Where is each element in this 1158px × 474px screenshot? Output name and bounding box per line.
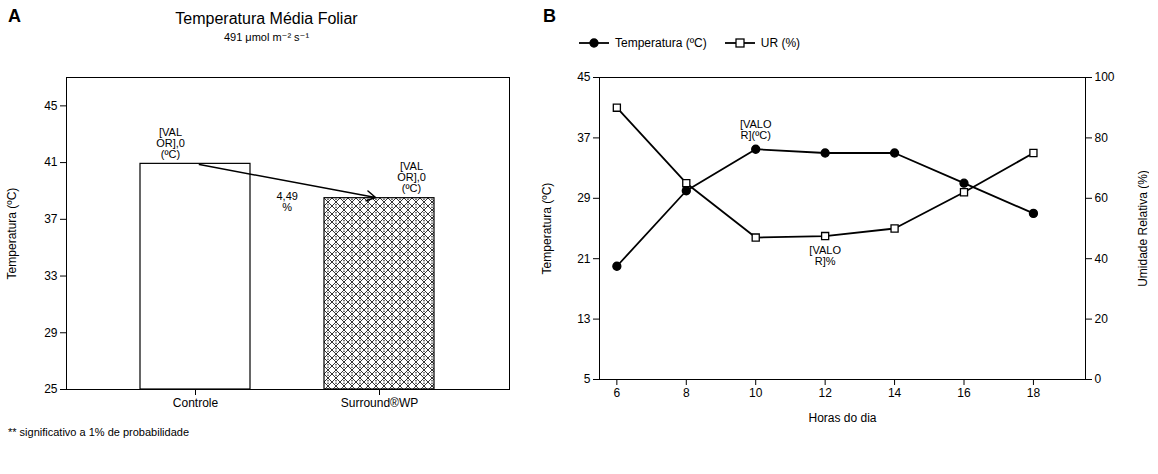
svg-text:33: 33 — [44, 269, 58, 283]
svg-text:45: 45 — [577, 70, 591, 84]
svg-text:Surround®WP: Surround®WP — [341, 396, 419, 410]
svg-text:41: 41 — [44, 155, 58, 169]
svg-text:20: 20 — [1095, 312, 1109, 326]
svg-text:100: 100 — [1095, 70, 1115, 84]
svg-text:29: 29 — [577, 191, 591, 205]
svg-text:[VALOR],0(ºC): [VALOR],0(ºC) — [156, 126, 185, 160]
svg-text:[VALOR]%: [VALOR]% — [809, 244, 841, 267]
svg-text:21: 21 — [577, 252, 591, 266]
svg-text:40: 40 — [1095, 252, 1109, 266]
svg-text:Horas do dia: Horas do dia — [808, 411, 876, 425]
svg-text:Umidade Relativa (%): Umidade Relativa (%) — [1136, 170, 1150, 287]
svg-text:0: 0 — [1095, 372, 1102, 386]
html-text:Temperatura Média Foliar: Temperatura Média Foliar — [175, 10, 358, 27]
svg-text:18: 18 — [1027, 386, 1041, 400]
svg-text:Controle: Controle — [173, 396, 219, 410]
svg-text:29: 29 — [44, 326, 58, 340]
svg-text:13: 13 — [577, 312, 591, 326]
svg-text:37: 37 — [44, 212, 58, 226]
svg-text:[VALOR](ºC): [VALOR](ºC) — [740, 118, 772, 141]
html-text:** significativo a 1% de proba: ** significativo a 1% de probabilidade — [8, 426, 189, 438]
svg-text:14: 14 — [888, 386, 902, 400]
svg-text:80: 80 — [1095, 131, 1109, 145]
svg-text:4,49%: 4,49% — [276, 190, 297, 213]
svg-text:6: 6 — [614, 386, 621, 400]
svg-text:5: 5 — [584, 372, 591, 386]
svg-text:[VALOR],0(ºC): [VALOR],0(ºC) — [397, 160, 426, 194]
html-text:491 μmol m⁻² s⁻¹: 491 μmol m⁻² s⁻¹ — [223, 31, 310, 43]
svg-text:37: 37 — [577, 131, 591, 145]
html-text:B: B — [543, 6, 556, 26]
svg-text:Temperatura (ºC): Temperatura (ºC) — [540, 183, 554, 275]
svg-text:Temperatura (ºC): Temperatura (ºC) — [5, 188, 19, 280]
html-text:A: A — [8, 6, 21, 26]
svg-text:16: 16 — [957, 386, 971, 400]
svg-text:8: 8 — [683, 386, 690, 400]
svg-text:25: 25 — [44, 382, 58, 396]
html-text:UR (%): UR (%) — [760, 36, 801, 50]
svg-text:45: 45 — [44, 99, 58, 113]
svg-text:12: 12 — [818, 386, 832, 400]
html-text:Temperatura (ºC): Temperatura (ºC) — [615, 36, 707, 50]
svg-text:60: 60 — [1095, 191, 1109, 205]
svg-text:10: 10 — [749, 386, 763, 400]
